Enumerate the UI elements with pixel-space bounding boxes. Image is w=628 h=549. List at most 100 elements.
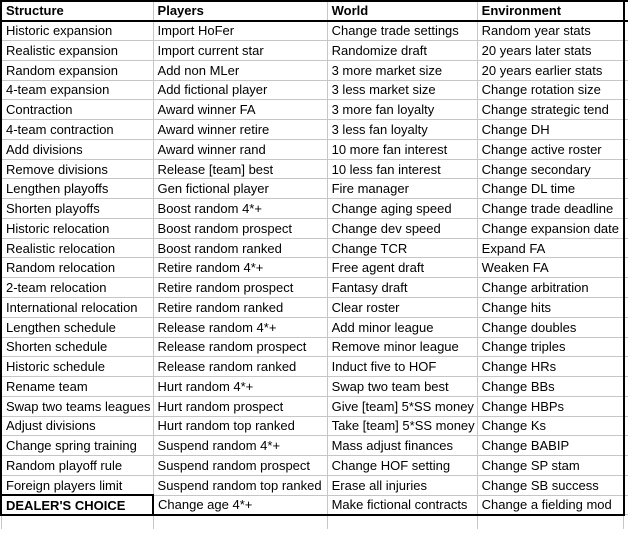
table-cell[interactable]: Give [team] 5*SS money [326,395,478,417]
column-header-environment[interactable]: Environment [476,0,625,22]
table-cell[interactable]: Change HBPs [476,395,625,417]
table-cell[interactable]: Suspend random prospect [152,455,328,476]
column-header-world[interactable]: World [326,0,478,22]
table-cell[interactable]: Change trade deadline [476,198,625,219]
table-cell[interactable]: Change BABIP [476,435,625,457]
table-cell[interactable]: Clear roster [326,296,478,318]
table-cell[interactable]: Adjust divisions [0,415,154,437]
table-cell[interactable]: Boost random 4*+ [152,198,328,219]
table-cell[interactable]: Add minor league [326,316,478,338]
table-cell[interactable]: Swap two teams leagues [0,395,154,417]
table-cell[interactable]: Release [team] best [152,158,328,180]
table-cell[interactable]: Change strategic tend [476,99,625,121]
table-cell[interactable]: Induct five to HOF [326,356,478,378]
table-cell[interactable]: Randomize draft [326,40,478,61]
table-cell[interactable]: Random year stats [476,20,625,42]
table-cell[interactable]: Change DL time [476,178,625,200]
table-cell[interactable]: Award winner FA [152,99,328,121]
table-cell[interactable]: Change aging speed [326,198,478,219]
table-cell[interactable]: 3 more fan loyalty [326,99,478,121]
table-cell[interactable]: Change hits [476,296,625,318]
table-cell[interactable]: Shorten playoffs [0,198,154,219]
table-cell[interactable]: Import current star [152,40,328,61]
table-cell[interactable]: 10 more fan interest [326,138,478,160]
column-header-players[interactable]: Players [152,0,328,22]
table-cell[interactable]: Add non MLer [152,59,328,81]
table-cell[interactable]: Erase all injuries [326,474,478,496]
table-cell[interactable]: Random playoff rule [0,455,154,476]
dealers-choice-cell[interactable]: DEALER'S CHOICE [0,494,155,516]
table-cell[interactable]: Change expansion date [476,217,625,239]
table-cell[interactable]: Change Ks [476,415,625,437]
table-cell[interactable]: Suspend random top ranked [152,474,328,496]
table-cell[interactable]: Hurt random 4*+ [152,376,328,397]
table-cell[interactable]: Change HRs [476,356,625,378]
table-cell[interactable]: Change SB success [476,474,625,496]
table-cell[interactable]: Historic schedule [0,356,154,378]
table-cell[interactable]: Rename team [0,376,154,397]
table-cell[interactable]: Make fictional contracts [326,494,478,516]
table-cell[interactable]: Award winner retire [152,119,328,140]
table-cell[interactable]: Historic relocation [0,217,154,239]
column-header-structure[interactable]: Structure [0,0,154,22]
table-cell[interactable]: Change age 4*+ [152,494,328,516]
table-cell[interactable]: 20 years later stats [476,40,625,61]
table-cell[interactable]: Remove minor league [326,336,478,358]
table-cell[interactable]: Historic expansion [0,20,154,42]
table-cell[interactable]: Retire random ranked [152,296,328,318]
table-cell[interactable]: Boost random ranked [152,237,328,259]
table-cell[interactable]: 3 more market size [326,59,478,81]
table-cell[interactable]: Suspend random 4*+ [152,435,328,457]
table-cell[interactable]: Change secondary [476,158,625,180]
table-cell[interactable]: Realistic expansion [0,40,154,61]
table-cell[interactable]: Change arbitration [476,277,625,298]
table-cell[interactable]: Change dev speed [326,217,478,239]
table-cell[interactable]: Gen fictional player [152,178,328,200]
table-cell[interactable]: Lengthen playoffs [0,178,154,200]
table-cell[interactable]: Change triples [476,336,625,358]
table-cell[interactable]: 10 less fan interest [326,158,478,180]
table-cell[interactable]: Hurt random top ranked [152,415,328,437]
table-cell[interactable]: Release random 4*+ [152,316,328,338]
table-cell[interactable]: International relocation [0,296,154,318]
table-cell[interactable]: Change TCR [326,237,478,259]
table-cell[interactable]: Expand FA [476,237,625,259]
table-cell[interactable]: Release random prospect [152,336,328,358]
table-cell[interactable]: 4-team expansion [0,79,154,101]
table-cell[interactable]: Add fictional player [152,79,328,101]
table-cell[interactable]: 4-team contraction [0,119,154,140]
table-cell[interactable]: Mass adjust finances [326,435,478,457]
table-cell[interactable]: Contraction [0,99,154,121]
table-cell[interactable]: Random relocation [0,257,154,279]
table-cell[interactable]: Retire random 4*+ [152,257,328,279]
table-cell[interactable]: Change doubles [476,316,625,338]
table-cell[interactable]: Add divisions [0,138,154,160]
table-cell[interactable]: Change spring training [0,435,154,457]
table-cell[interactable]: Change active roster [476,138,625,160]
table-cell[interactable]: Boost random prospect [152,217,328,239]
table-cell[interactable]: Fantasy draft [326,277,478,298]
table-cell[interactable]: Remove divisions [0,158,154,180]
table-cell[interactable]: Weaken FA [476,257,625,279]
table-cell[interactable]: 3 less fan loyalty [326,119,478,140]
table-cell[interactable]: Free agent draft [326,257,478,279]
table-cell[interactable]: Swap two team best [326,376,478,397]
table-cell[interactable]: Change BBs [476,376,625,397]
table-cell[interactable]: Release random ranked [152,356,328,378]
table-cell[interactable]: Lengthen schedule [0,316,154,338]
table-cell[interactable]: Award winner rand [152,138,328,160]
table-cell[interactable]: Random expansion [0,59,154,81]
table-cell[interactable]: Take [team] 5*SS money [326,415,478,437]
table-cell[interactable]: 2-team relocation [0,277,154,298]
table-cell[interactable]: Retire random prospect [152,277,328,298]
table-cell[interactable]: Fire manager [326,178,478,200]
table-cell[interactable]: Change HOF setting [326,455,478,476]
table-cell[interactable]: Change rotation size [476,79,625,101]
table-cell[interactable]: Change trade settings [326,20,478,42]
table-cell[interactable]: Foreign players limit [0,474,154,496]
table-cell[interactable]: Change SP stam [476,455,625,476]
table-cell[interactable]: Realistic relocation [0,237,154,259]
table-cell[interactable]: Change DH [476,119,625,140]
table-cell[interactable]: 3 less market size [326,79,478,101]
table-cell[interactable]: Import HoFer [152,20,328,42]
